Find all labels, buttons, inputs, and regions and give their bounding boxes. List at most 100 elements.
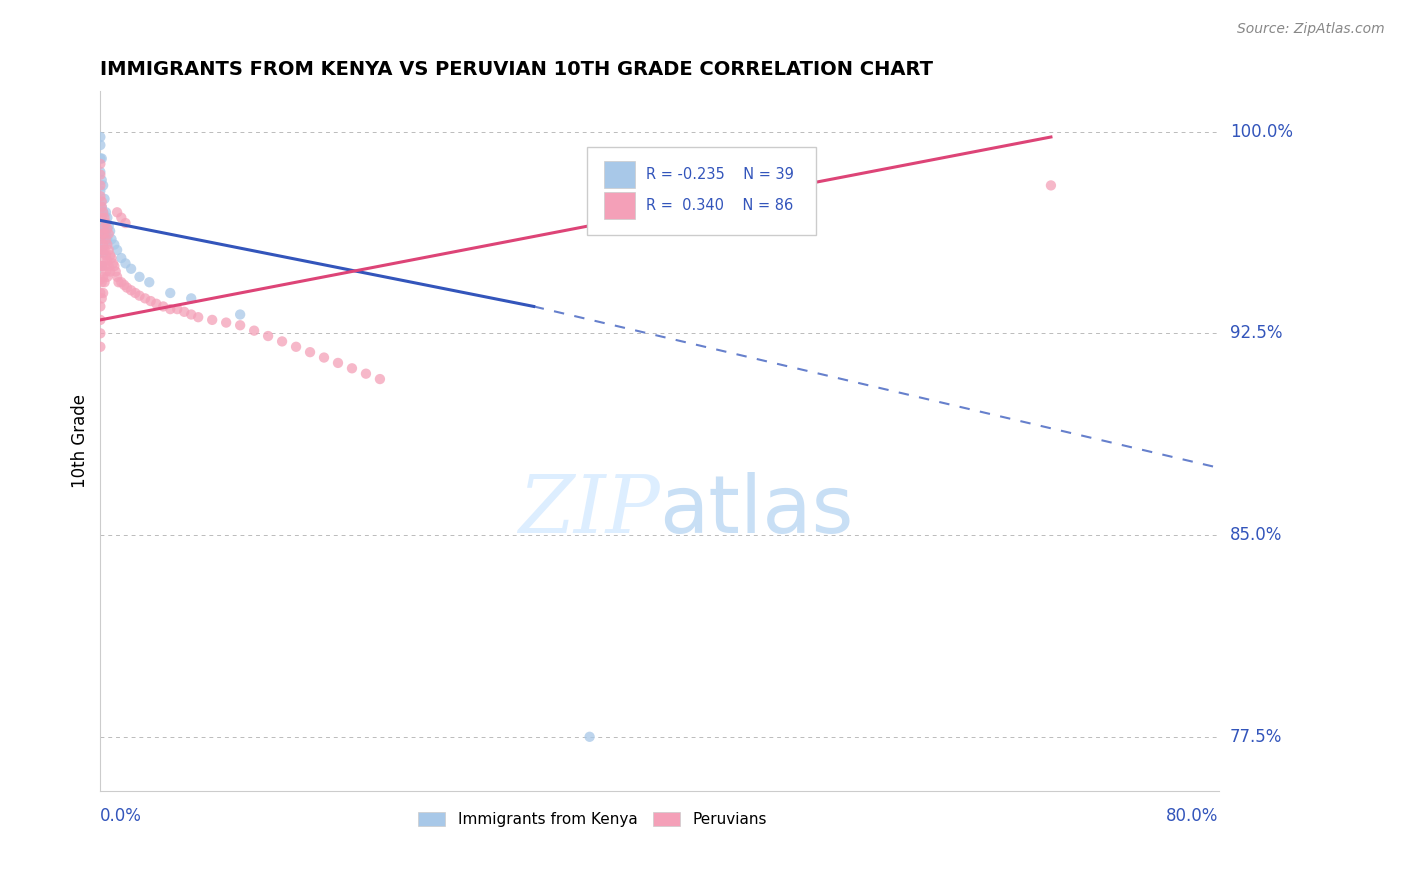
Point (201, 313, 224, 327)
Point (215, 316, 238, 330)
Point (115, 280, 138, 294)
Point (578, 730, 600, 744)
Point (90, 243, 112, 257)
Point (89, 184, 111, 198)
Text: R = -0.235    N = 39: R = -0.235 N = 39 (647, 167, 794, 182)
Point (93, 237, 115, 252)
Point (105, 205, 128, 219)
Point (89, 272, 111, 286)
Point (96, 253, 118, 268)
Point (90, 259, 112, 273)
Point (100, 251, 122, 265)
Point (91, 205, 114, 219)
Point (229, 318, 252, 333)
Point (299, 345, 322, 359)
Point (90, 200, 112, 214)
Point (90, 221, 112, 235)
Point (90, 259, 112, 273)
Point (114, 256, 136, 270)
Point (159, 302, 181, 317)
Point (173, 305, 195, 319)
Point (96, 211, 118, 225)
Point (89, 168, 111, 182)
Point (93, 219, 115, 233)
Point (97, 219, 120, 233)
Point (104, 264, 127, 278)
Point (89, 326, 111, 341)
Point (89, 232, 111, 246)
Point (90, 194, 112, 209)
Point (96, 269, 118, 284)
FancyBboxPatch shape (586, 147, 815, 235)
Point (312, 351, 335, 365)
Point (1039, 178, 1062, 193)
Point (101, 256, 124, 270)
Point (114, 216, 136, 230)
Point (89, 152, 111, 166)
Point (89, 130, 111, 145)
Point (94, 205, 117, 219)
Point (229, 308, 252, 322)
Point (89, 797, 111, 811)
Point (93, 192, 115, 206)
Text: 85.0%: 85.0% (1230, 526, 1282, 544)
Point (91, 178, 114, 193)
Point (120, 261, 142, 276)
Point (340, 361, 363, 376)
Point (139, 294, 162, 309)
Point (96, 232, 118, 246)
Point (98, 248, 121, 262)
Text: atlas: atlas (659, 472, 853, 549)
Point (91, 221, 114, 235)
Text: 100.0%: 100.0% (1230, 122, 1294, 141)
Point (96, 237, 118, 252)
Point (105, 243, 128, 257)
Point (89, 245, 111, 260)
Point (94, 232, 117, 246)
Point (124, 285, 146, 300)
Point (354, 367, 377, 381)
Point (110, 251, 132, 265)
Text: IMMIGRANTS FROM KENYA VS PERUVIAN 10TH GRADE CORRELATION CHART: IMMIGRANTS FROM KENYA VS PERUVIAN 10TH G… (100, 60, 934, 78)
Point (120, 283, 142, 297)
Text: 92.5%: 92.5% (1230, 325, 1282, 343)
Point (91, 253, 114, 268)
Point (368, 372, 391, 386)
Y-axis label: 10th Grade: 10th Grade (72, 394, 89, 488)
Point (91, 269, 114, 284)
Point (91, 285, 114, 300)
Point (93, 259, 115, 273)
Point (91, 205, 114, 219)
Point (90, 243, 112, 257)
Point (89, 285, 111, 300)
Point (89, 219, 111, 233)
Point (90, 291, 112, 305)
Point (93, 227, 115, 241)
Point (89, 313, 111, 327)
Point (97, 243, 120, 257)
Point (180, 291, 202, 305)
Point (97, 227, 120, 241)
Point (110, 275, 132, 289)
Point (103, 259, 125, 273)
FancyBboxPatch shape (603, 161, 636, 188)
Point (89, 300, 111, 314)
Point (90, 152, 112, 166)
Text: 77.5%: 77.5% (1230, 728, 1282, 746)
Point (243, 324, 266, 338)
Point (326, 356, 349, 370)
Text: ZIP: ZIP (517, 472, 659, 549)
Text: 80.0%: 80.0% (1167, 806, 1219, 825)
Point (89, 200, 111, 214)
Point (94, 216, 117, 230)
Point (187, 310, 209, 325)
Point (97, 259, 120, 273)
Point (180, 308, 202, 322)
Point (159, 285, 181, 300)
Point (91, 237, 114, 252)
Text: Source: ZipAtlas.com: Source: ZipAtlas.com (1237, 22, 1385, 37)
Point (89, 157, 111, 171)
Point (112, 277, 135, 292)
Point (98, 264, 121, 278)
Point (89, 138, 111, 153)
